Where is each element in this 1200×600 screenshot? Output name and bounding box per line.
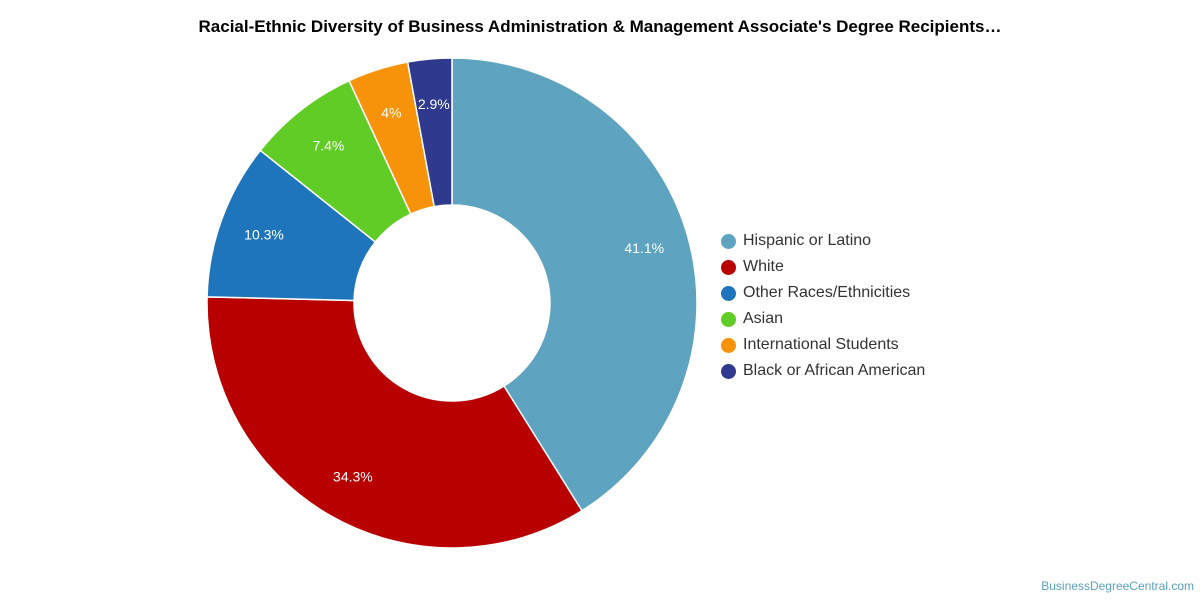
slice-white [206, 296, 584, 549]
legend-swatch [721, 311, 736, 327]
legend-swatch [721, 337, 736, 353]
slice-hispanic-or-latino [451, 57, 698, 512]
source-credit: BusinessDegreeCentral.com [1041, 579, 1194, 593]
chart-title: Racial-Ethnic Diversity of Business Admi… [198, 17, 1002, 36]
legend-item-black-or-african-american[interactable]: Black or African American [721, 358, 925, 384]
legend-item-other-races-ethnicities[interactable]: Other Races/Ethnicities [721, 280, 925, 306]
legend-item-hispanic-or-latino[interactable]: Hispanic or Latino [721, 228, 925, 254]
slice-label-white: 34.3% [333, 469, 373, 485]
legend-item-white[interactable]: White [721, 254, 925, 280]
legend-label: Asian [743, 310, 784, 327]
legend-label: White [743, 258, 784, 275]
slice-black-or-african-american [406, 57, 453, 208]
legend-swatch [721, 285, 736, 301]
legend-item-international-students[interactable]: International Students [721, 332, 925, 358]
slice-label-black-or-african-american: 2.9% [418, 96, 450, 112]
legend-label: International Students [743, 336, 899, 353]
legend-label: Hispanic or Latino [743, 232, 872, 249]
legend-label: Other Races/Ethnicities [743, 284, 911, 301]
slice-other-races-ethnicities [206, 149, 377, 302]
slice-label-other-races-ethnicities: 10.3% [244, 227, 284, 243]
legend-swatch [721, 259, 736, 275]
legend-swatch [721, 233, 736, 249]
chart-legend: Hispanic or Latino White Other Races/Ethni… [721, 228, 925, 384]
legend-swatch [721, 363, 736, 379]
legend-item-asian[interactable]: Asian [721, 306, 925, 332]
slice-label-hispanic-or-latino: 41.1% [624, 240, 664, 256]
slice-label-international-students: 4% [381, 104, 401, 120]
slice-label-asian: 7.4% [312, 138, 344, 154]
legend-label: Black or African American [743, 362, 926, 379]
